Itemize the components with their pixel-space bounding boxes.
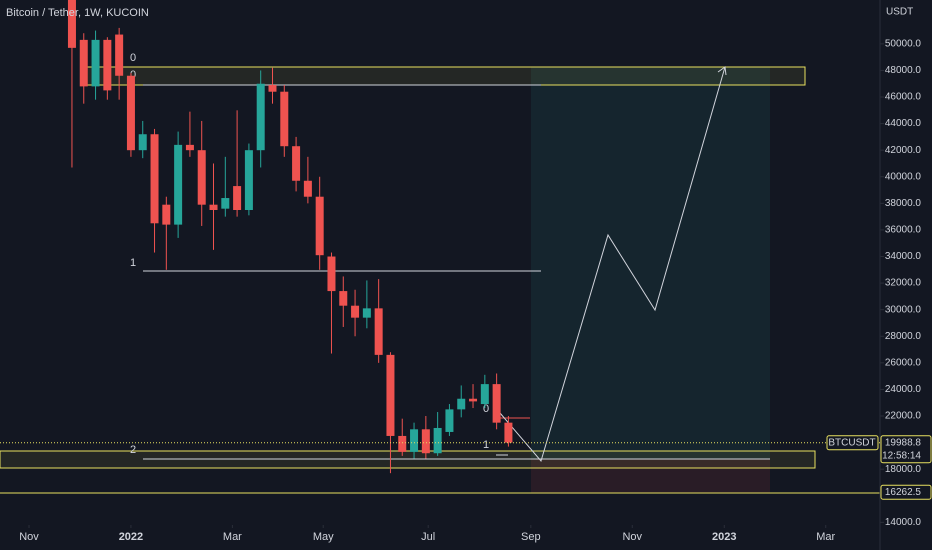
price-tag (880, 435, 932, 464)
candle-body (480, 384, 489, 405)
y-tick-label: 46000.0 (885, 92, 922, 103)
y-tick-label: 40000.0 (885, 171, 922, 182)
resistance-zone (84, 66, 806, 86)
x-tick-label: Mar (816, 531, 835, 543)
candle-body (362, 308, 371, 318)
candle-body (103, 39, 112, 91)
candle-body (256, 83, 265, 151)
level-tag (880, 484, 932, 500)
candle-body (174, 144, 183, 225)
candle-body (79, 39, 88, 87)
symbol-label: BTCUSDT (828, 437, 875, 448)
target-zone (531, 67, 770, 459)
candle-body (185, 144, 194, 151)
candle-body (398, 435, 407, 452)
candle-body (150, 134, 159, 224)
candle-body (457, 398, 466, 410)
candle-body (469, 398, 478, 402)
candle-body (233, 186, 242, 210)
y-tick-label: 22000.0 (885, 411, 922, 422)
candle-body (351, 305, 360, 318)
y-tick-label: 24000.0 (885, 384, 922, 395)
candle-body (138, 134, 147, 151)
x-tick-label: Mar (223, 531, 242, 543)
chart-title: Bitcoin / Tether, 1W, KUCOIN (6, 7, 149, 19)
stop-zone (531, 459, 770, 493)
candle-body (221, 198, 230, 209)
candle-body (209, 204, 218, 210)
y-tick-label: 28000.0 (885, 331, 922, 342)
candle-body (433, 427, 442, 454)
y-tick-label: 48000.0 (885, 65, 922, 76)
y-tick-label: 14000.0 (885, 517, 922, 528)
candle-body (280, 91, 289, 147)
candle-body (67, 0, 76, 48)
candle-body (197, 150, 206, 205)
candle-body (303, 180, 312, 197)
candle-body (445, 409, 454, 432)
level-label: 16262.5 (885, 487, 922, 498)
symbol-tag (826, 435, 879, 451)
x-tick-label: Jul (421, 531, 435, 543)
last-price-label: 19988.8 (885, 437, 922, 448)
drawings: 0 0 1 2 0 1 (0, 52, 880, 494)
y-tick-label: 42000.0 (885, 145, 922, 156)
y-tick-label: 38000.0 (885, 198, 922, 209)
y-tick-label: 36000.0 (885, 225, 922, 236)
candle-body (315, 196, 324, 256)
y-tick-label: 44000.0 (885, 118, 922, 129)
candle-body (91, 39, 100, 87)
projection-path (499, 66, 726, 463)
x-tick-label: 2023 (712, 531, 736, 543)
x-tick-label: Nov (19, 531, 39, 543)
fib-label: 1 (483, 439, 489, 451)
y-tick-label: 26000.0 (885, 357, 922, 368)
candles (67, 0, 513, 474)
fib-label: 0 (483, 403, 489, 415)
candle-body (162, 204, 171, 225)
y-tick-label: 34000.0 (885, 251, 922, 262)
countdown-label: 12:58:14 (882, 450, 921, 461)
candle-body (504, 422, 513, 443)
candle-body (339, 291, 348, 306)
x-tick-label: Sep (521, 531, 541, 543)
candle-body (386, 354, 395, 436)
candle-body (374, 308, 383, 355)
projection-arrow (717, 66, 727, 76)
y-tick-label: 30000.0 (885, 304, 922, 315)
candle-body (421, 429, 430, 454)
candle-body (292, 146, 301, 181)
x-tick-label: Nov (622, 531, 642, 543)
x-tick-label: 2022 (119, 531, 143, 543)
candle-body (268, 85, 277, 92)
fib-label: 1 (130, 257, 136, 269)
candle-body (115, 34, 124, 76)
y-tick-label: 50000.0 (885, 39, 922, 50)
fib-label: 0 (130, 52, 136, 64)
fib-label: 2 (130, 444, 136, 456)
candle-body (327, 256, 336, 292)
axis-unit: USDT (886, 7, 913, 18)
candle-body (126, 75, 135, 151)
fib-label: 0 (130, 69, 136, 81)
y-tick-label: 32000.0 (885, 278, 922, 289)
x-tick-label: May (313, 531, 334, 543)
y-tick-label: 18000.0 (885, 464, 922, 475)
candle-body (410, 429, 419, 452)
candle-body (244, 150, 253, 210)
candle-body (492, 384, 501, 423)
